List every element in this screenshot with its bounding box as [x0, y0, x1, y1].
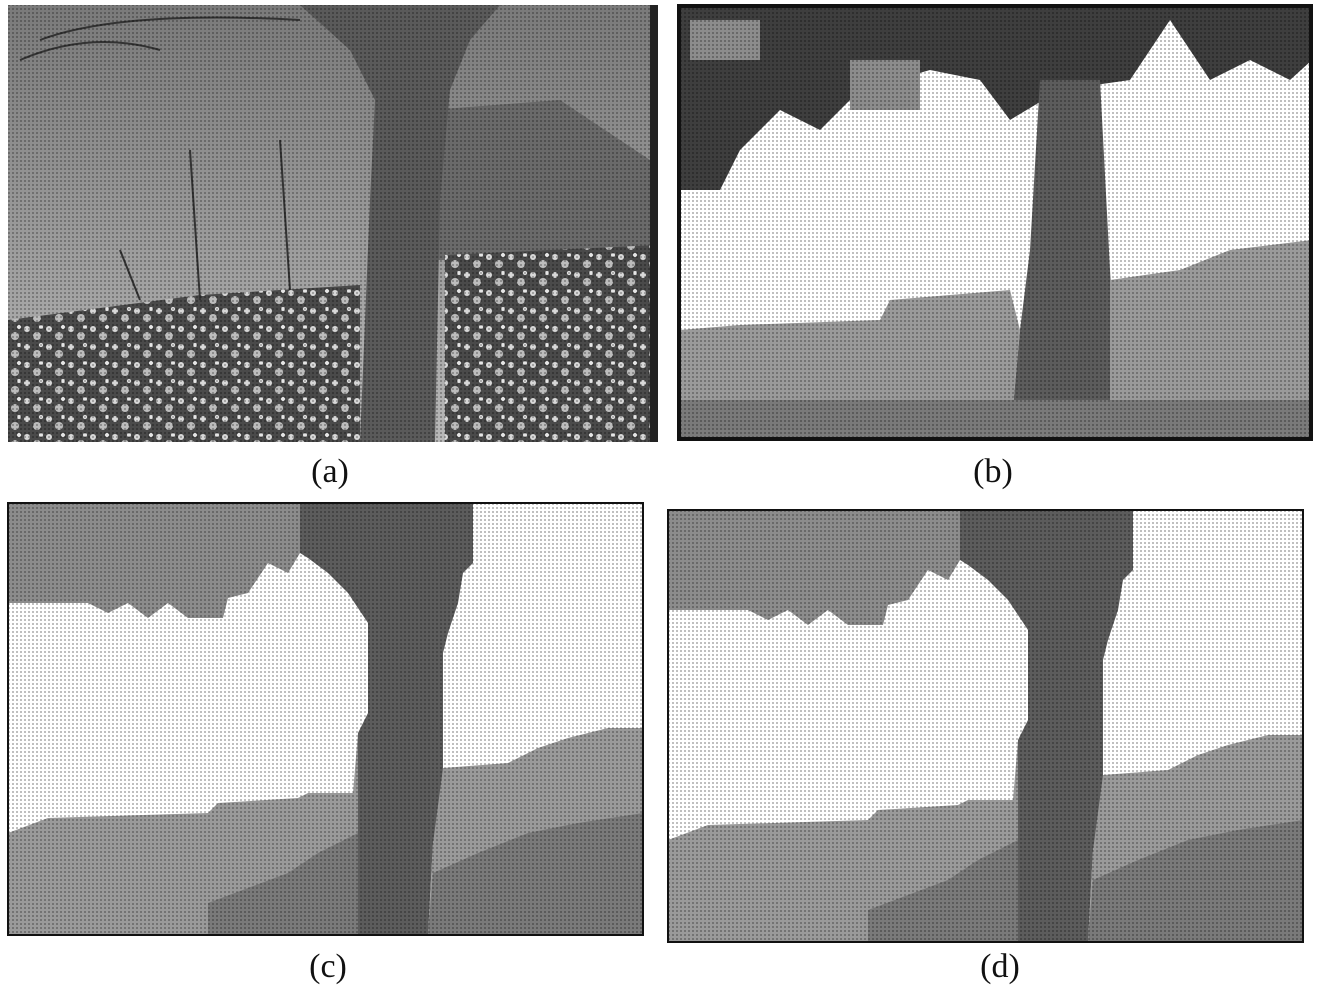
figure: (a) (b) (c) (d): [0, 0, 1317, 994]
caption: (a): [311, 453, 349, 490]
panel-a: [8, 5, 658, 442]
panel-c: [8, 503, 643, 935]
caption: (d): [980, 948, 1020, 985]
caption: (b): [973, 453, 1013, 490]
caption: (c): [309, 948, 347, 985]
panel-b: [678, 5, 1312, 440]
panel-d: [668, 510, 1303, 942]
